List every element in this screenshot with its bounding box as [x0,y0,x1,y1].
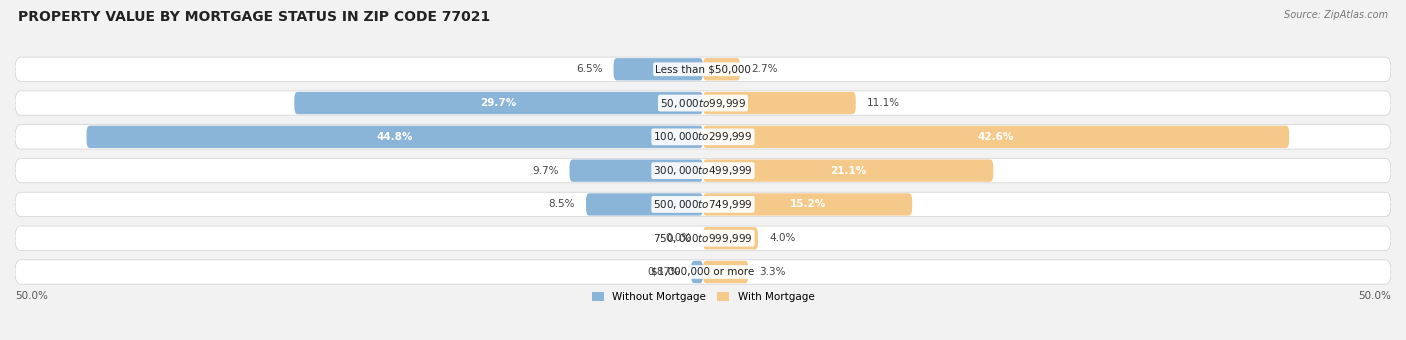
FancyBboxPatch shape [15,91,1391,115]
Text: $300,000 to $499,999: $300,000 to $499,999 [654,164,752,177]
FancyBboxPatch shape [703,92,856,114]
FancyBboxPatch shape [703,227,758,249]
Text: $750,000 to $999,999: $750,000 to $999,999 [654,232,752,245]
Text: 15.2%: 15.2% [789,200,825,209]
FancyBboxPatch shape [15,158,1391,183]
Text: $50,000 to $99,999: $50,000 to $99,999 [659,97,747,109]
FancyBboxPatch shape [703,261,748,283]
Text: 6.5%: 6.5% [576,64,603,74]
FancyBboxPatch shape [15,260,1391,284]
Text: $500,000 to $749,999: $500,000 to $749,999 [654,198,752,211]
Text: 8.5%: 8.5% [548,200,575,209]
Text: $100,000 to $299,999: $100,000 to $299,999 [654,130,752,143]
Text: Source: ZipAtlas.com: Source: ZipAtlas.com [1284,10,1388,20]
FancyBboxPatch shape [703,159,993,182]
Text: $1,000,000 or more: $1,000,000 or more [651,267,755,277]
Legend: Without Mortgage, With Mortgage: Without Mortgage, With Mortgage [588,288,818,307]
FancyBboxPatch shape [569,159,703,182]
FancyBboxPatch shape [586,193,703,216]
Text: 21.1%: 21.1% [830,166,866,176]
FancyBboxPatch shape [15,226,1391,250]
Text: 42.6%: 42.6% [979,132,1014,142]
FancyBboxPatch shape [703,126,1289,148]
FancyBboxPatch shape [703,58,740,81]
FancyBboxPatch shape [87,126,703,148]
Text: 11.1%: 11.1% [866,98,900,108]
Text: Less than $50,000: Less than $50,000 [655,64,751,74]
Text: 4.0%: 4.0% [769,233,796,243]
FancyBboxPatch shape [15,125,1391,149]
Text: 9.7%: 9.7% [531,166,558,176]
FancyBboxPatch shape [613,58,703,81]
Text: 0.87%: 0.87% [647,267,681,277]
FancyBboxPatch shape [294,92,703,114]
Text: 3.3%: 3.3% [759,267,786,277]
Text: 0.0%: 0.0% [666,233,692,243]
Text: 44.8%: 44.8% [377,132,413,142]
FancyBboxPatch shape [703,193,912,216]
Text: 2.7%: 2.7% [751,64,778,74]
Text: PROPERTY VALUE BY MORTGAGE STATUS IN ZIP CODE 77021: PROPERTY VALUE BY MORTGAGE STATUS IN ZIP… [18,10,491,24]
Text: 29.7%: 29.7% [481,98,517,108]
FancyBboxPatch shape [690,261,703,283]
Text: 50.0%: 50.0% [15,291,48,301]
FancyBboxPatch shape [15,192,1391,217]
Text: 50.0%: 50.0% [1358,291,1391,301]
FancyBboxPatch shape [15,57,1391,82]
